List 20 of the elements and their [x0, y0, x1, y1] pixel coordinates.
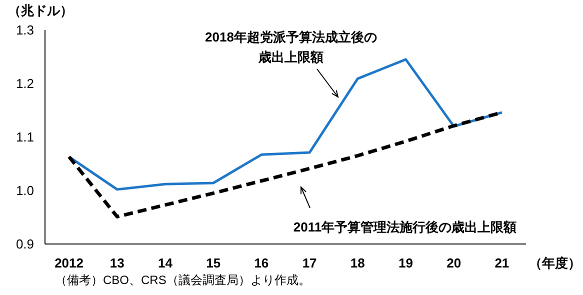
text: （備考）CBO、CRS（議会調査局）より作成。	[55, 273, 310, 287]
y-tick-label: 0.9	[16, 236, 34, 252]
x-tick-label: 13	[110, 256, 124, 271]
x-tick-label: 17	[302, 256, 317, 271]
x-tick-label: 15	[206, 256, 221, 271]
y-tick-label: 1.1	[16, 130, 34, 145]
x-tick-label: 16	[254, 256, 269, 271]
y-axis-title: （兆ドル）	[8, 3, 73, 18]
x-tick-label: 20	[446, 256, 462, 271]
legend-label: 2011年予算管理法施行後の歳出上限額	[293, 220, 517, 235]
y-tick-label: 1.3	[16, 22, 34, 38]
x-tick-label: 21	[494, 256, 510, 271]
y-tick-label: 1.0	[16, 183, 34, 198]
y-tick-label: 1.2	[16, 76, 34, 92]
x-tick-label: 18	[350, 256, 365, 271]
series-label: 2018年超党派予算法成立後の歳出上限額	[205, 30, 377, 65]
x-tick-label: 2012	[54, 256, 84, 271]
x-tick-label: 19	[398, 256, 413, 271]
x-tick-label: 14	[158, 256, 174, 271]
x-axis-title: （年度）	[529, 256, 581, 271]
